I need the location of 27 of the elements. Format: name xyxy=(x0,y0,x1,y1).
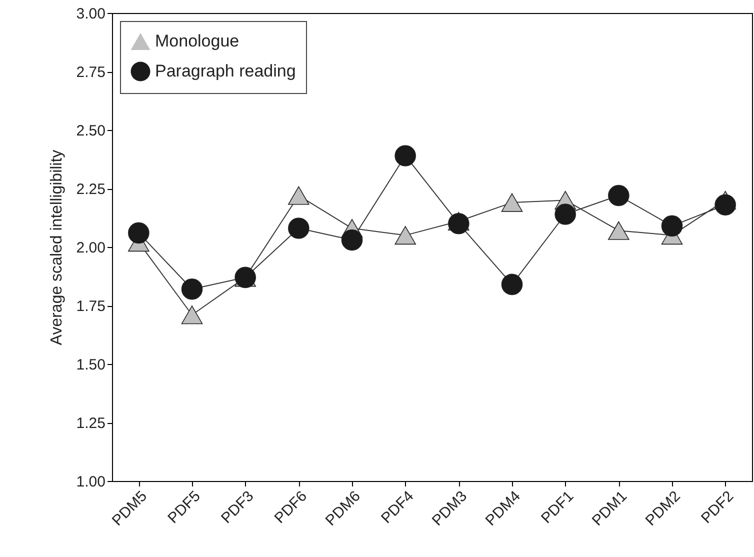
legend-label: Monologue xyxy=(155,32,240,50)
point xyxy=(341,229,363,251)
y-tick-label: 1.75 xyxy=(76,298,106,315)
point xyxy=(394,226,416,245)
point xyxy=(128,222,150,244)
y-axis-title: Average scaled intelligibility xyxy=(48,150,66,346)
point xyxy=(501,193,523,212)
y-tick-label: 3.00 xyxy=(76,6,106,22)
y-tick-label: 2.50 xyxy=(76,122,106,140)
y-tick-label: 1.00 xyxy=(76,474,106,490)
point xyxy=(554,204,576,225)
y-tick-label: 1.50 xyxy=(76,356,106,374)
point xyxy=(181,278,203,300)
point xyxy=(501,274,523,296)
y-tick-label: 2.00 xyxy=(76,240,106,256)
point xyxy=(181,306,203,324)
point xyxy=(608,221,630,240)
point xyxy=(714,194,736,216)
y-tick-label: 1.25 xyxy=(76,415,106,432)
point xyxy=(394,145,416,166)
point xyxy=(288,186,310,205)
point xyxy=(608,184,630,206)
point xyxy=(661,215,683,237)
point xyxy=(288,218,310,239)
y-tick-label: 2.75 xyxy=(76,64,106,81)
legend-label: Paragraph reading xyxy=(155,62,296,80)
y-tick-label: 2.25 xyxy=(76,181,106,198)
